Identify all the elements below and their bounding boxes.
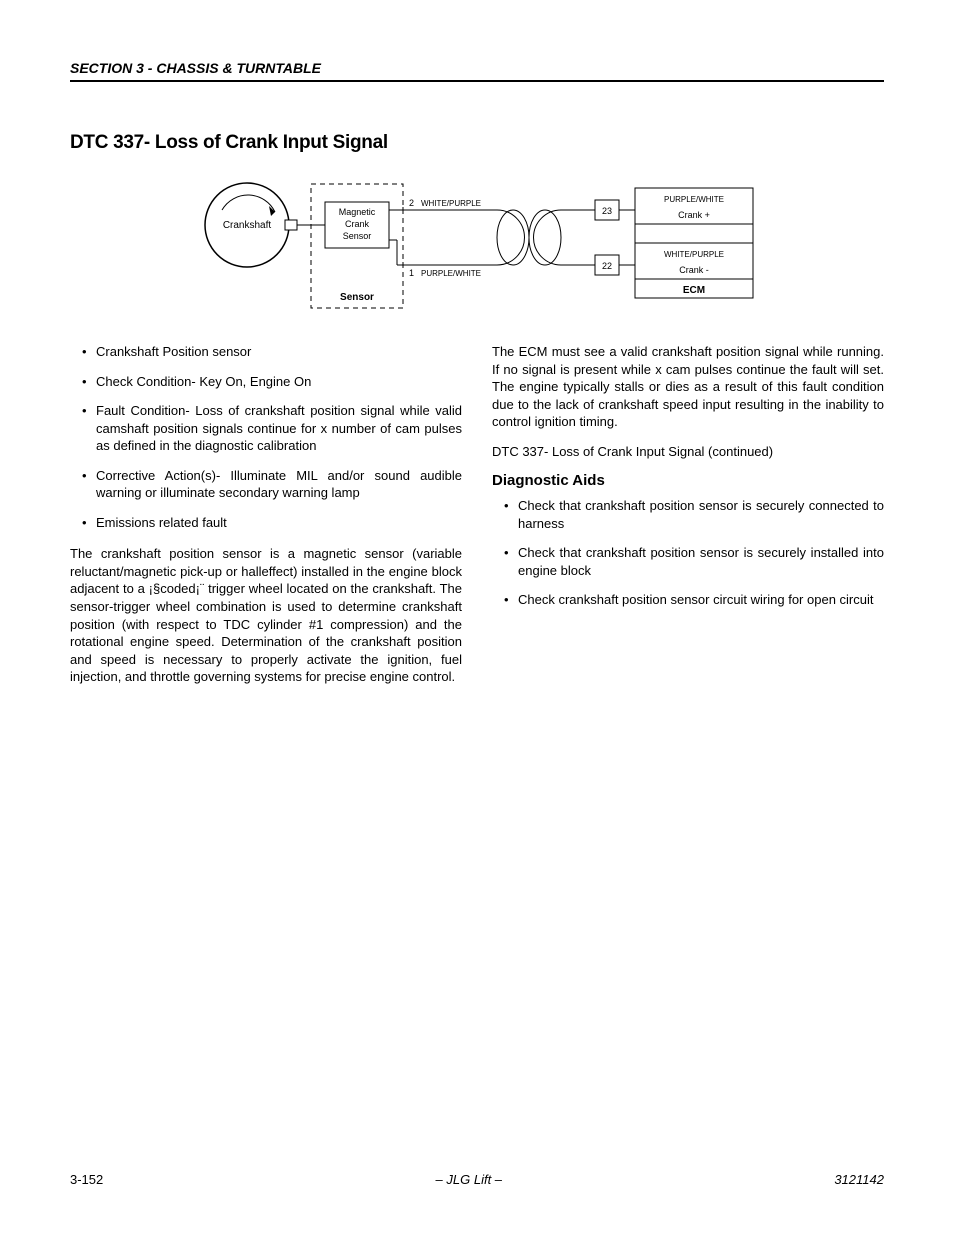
wire-bot-label: PURPLE/WHITE <box>421 269 481 278</box>
diagnostic-bullet-list: Check that crankshaft position sensor is… <box>492 497 884 609</box>
ecm-top-pin: 23 <box>602 206 612 216</box>
ecm-top-name: Crank + <box>678 210 710 220</box>
list-item: Check Condition- Key On, Engine On <box>82 373 462 391</box>
list-item: Fault Condition- Loss of crankshaft posi… <box>82 402 462 455</box>
section-header: SECTION 3 - CHASSIS & TURNTABLE <box>70 60 884 82</box>
sensor-box-line3: Sensor <box>343 231 372 241</box>
footer-doc-number: 3121142 <box>834 1172 884 1187</box>
wiring-diagram: Crankshaft Magnetic Crank Sensor Sensor … <box>70 170 884 323</box>
ecm-bot-pin: 22 <box>602 261 612 271</box>
page-title: DTC 337- Loss of Crank Input Signal <box>70 132 884 154</box>
list-item: Emissions related fault <box>82 514 462 532</box>
list-item: Check that crankshaft position sensor is… <box>504 497 884 532</box>
wire-bot-num: 1 <box>409 268 414 278</box>
ecm-bot-name: Crank - <box>679 265 709 275</box>
sensor-box-line1: Magnetic <box>339 207 376 217</box>
list-item: Check crankshaft position sensor circuit… <box>504 591 884 609</box>
right-column: The ECM must see a valid crankshaft posi… <box>492 343 884 698</box>
wire-top-num: 2 <box>409 198 414 208</box>
left-bullet-list: Crankshaft Position sensor Check Conditi… <box>70 343 462 531</box>
list-item: Corrective Action(s)- Illuminate MIL and… <box>82 467 462 502</box>
footer-center: – JLG Lift – <box>436 1172 502 1187</box>
right-paragraph-2: DTC 337- Loss of Crank Input Signal (con… <box>492 443 884 461</box>
right-paragraph-1: The ECM must see a valid crankshaft posi… <box>492 343 884 431</box>
sensor-box-line2: Crank <box>345 219 370 229</box>
footer-page-number: 3-152 <box>70 1172 103 1187</box>
wire-top-label: WHITE/PURPLE <box>421 199 481 208</box>
diagnostic-aids-heading: Diagnostic Aids <box>492 472 884 489</box>
ecm-bot-color: WHITE/PURPLE <box>664 250 724 259</box>
crankshaft-label: Crankshaft <box>223 220 272 231</box>
list-item: Check that crankshaft position sensor is… <box>504 544 884 579</box>
ecm-top-color: PURPLE/WHITE <box>664 195 724 204</box>
sensor-caption: Sensor <box>340 292 374 303</box>
list-item: Crankshaft Position sensor <box>82 343 462 361</box>
ecm-caption: ECM <box>683 285 705 296</box>
page-footer: 3-152 – JLG Lift – 3121142 <box>70 1172 884 1187</box>
left-paragraph: The crankshaft position sensor is a magn… <box>70 545 462 685</box>
left-column: Crankshaft Position sensor Check Conditi… <box>70 343 462 698</box>
